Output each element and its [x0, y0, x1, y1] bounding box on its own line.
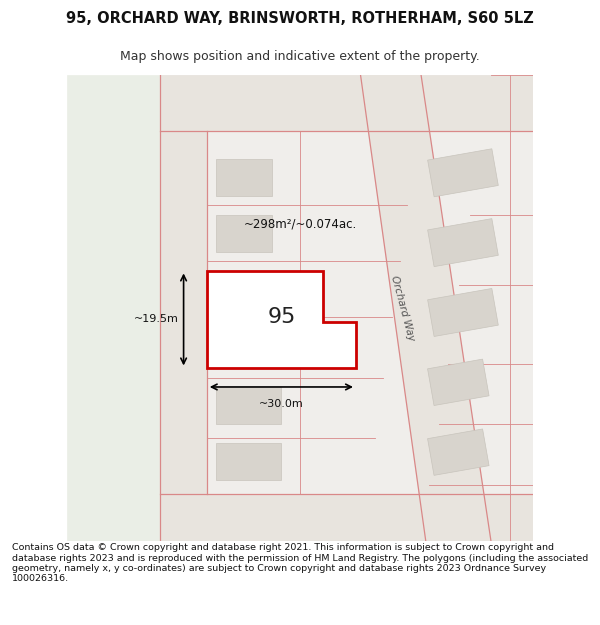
Text: 95: 95: [267, 307, 296, 327]
Polygon shape: [207, 271, 356, 368]
Text: ~30.0m: ~30.0m: [259, 399, 304, 409]
Polygon shape: [361, 75, 491, 541]
Polygon shape: [428, 149, 499, 197]
Polygon shape: [67, 75, 160, 541]
Text: ~298m²/~0.074ac.: ~298m²/~0.074ac.: [244, 217, 358, 231]
Polygon shape: [428, 289, 499, 336]
Polygon shape: [216, 331, 281, 368]
Polygon shape: [160, 75, 533, 131]
Polygon shape: [216, 214, 272, 252]
Text: ~19.5m: ~19.5m: [134, 314, 179, 324]
Polygon shape: [160, 131, 207, 494]
Polygon shape: [216, 387, 281, 424]
Text: Orchard Way: Orchard Way: [389, 274, 416, 342]
Polygon shape: [428, 359, 489, 406]
Text: Contains OS data © Crown copyright and database right 2021. This information is : Contains OS data © Crown copyright and d…: [12, 543, 588, 583]
Polygon shape: [160, 494, 533, 541]
Text: 95, ORCHARD WAY, BRINSWORTH, ROTHERHAM, S60 5LZ: 95, ORCHARD WAY, BRINSWORTH, ROTHERHAM, …: [66, 11, 534, 26]
Polygon shape: [428, 219, 499, 267]
Polygon shape: [216, 271, 272, 308]
Polygon shape: [216, 443, 281, 480]
Polygon shape: [428, 429, 489, 476]
Text: Map shows position and indicative extent of the property.: Map shows position and indicative extent…: [120, 50, 480, 62]
Polygon shape: [160, 75, 533, 541]
Polygon shape: [216, 159, 272, 196]
